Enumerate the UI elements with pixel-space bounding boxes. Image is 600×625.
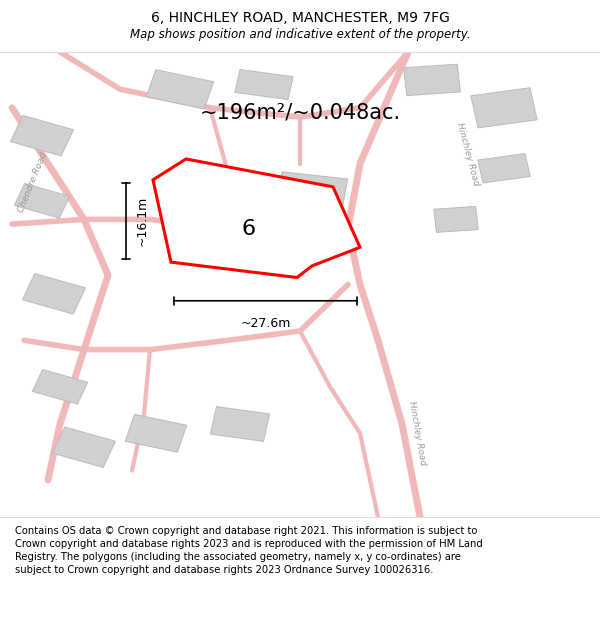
Text: 6: 6 bbox=[242, 219, 256, 239]
Polygon shape bbox=[210, 407, 270, 441]
Polygon shape bbox=[153, 159, 360, 278]
Text: Hinchley Road: Hinchley Road bbox=[455, 122, 481, 187]
Text: ~27.6m: ~27.6m bbox=[241, 317, 290, 330]
Polygon shape bbox=[52, 427, 116, 468]
Text: ~196m²/~0.048ac.: ~196m²/~0.048ac. bbox=[199, 102, 401, 122]
Polygon shape bbox=[14, 184, 70, 218]
Text: Hinchley Road: Hinchley Road bbox=[407, 401, 427, 466]
Polygon shape bbox=[235, 69, 293, 99]
Polygon shape bbox=[146, 70, 214, 109]
Polygon shape bbox=[478, 154, 530, 183]
Text: Chendre Road: Chendre Road bbox=[17, 151, 49, 214]
Polygon shape bbox=[471, 88, 537, 128]
Polygon shape bbox=[32, 369, 88, 404]
Text: Contains OS data © Crown copyright and database right 2021. This information is : Contains OS data © Crown copyright and d… bbox=[15, 526, 483, 575]
Text: ~16.1m: ~16.1m bbox=[136, 196, 149, 246]
Text: Map shows position and indicative extent of the property.: Map shows position and indicative extent… bbox=[130, 28, 470, 41]
Text: 6, HINCHLEY ROAD, MANCHESTER, M9 7FG: 6, HINCHLEY ROAD, MANCHESTER, M9 7FG bbox=[151, 11, 449, 26]
Polygon shape bbox=[434, 206, 478, 232]
Polygon shape bbox=[404, 64, 460, 96]
Polygon shape bbox=[10, 116, 74, 156]
Polygon shape bbox=[125, 414, 187, 452]
Polygon shape bbox=[277, 172, 347, 211]
Polygon shape bbox=[22, 274, 86, 314]
